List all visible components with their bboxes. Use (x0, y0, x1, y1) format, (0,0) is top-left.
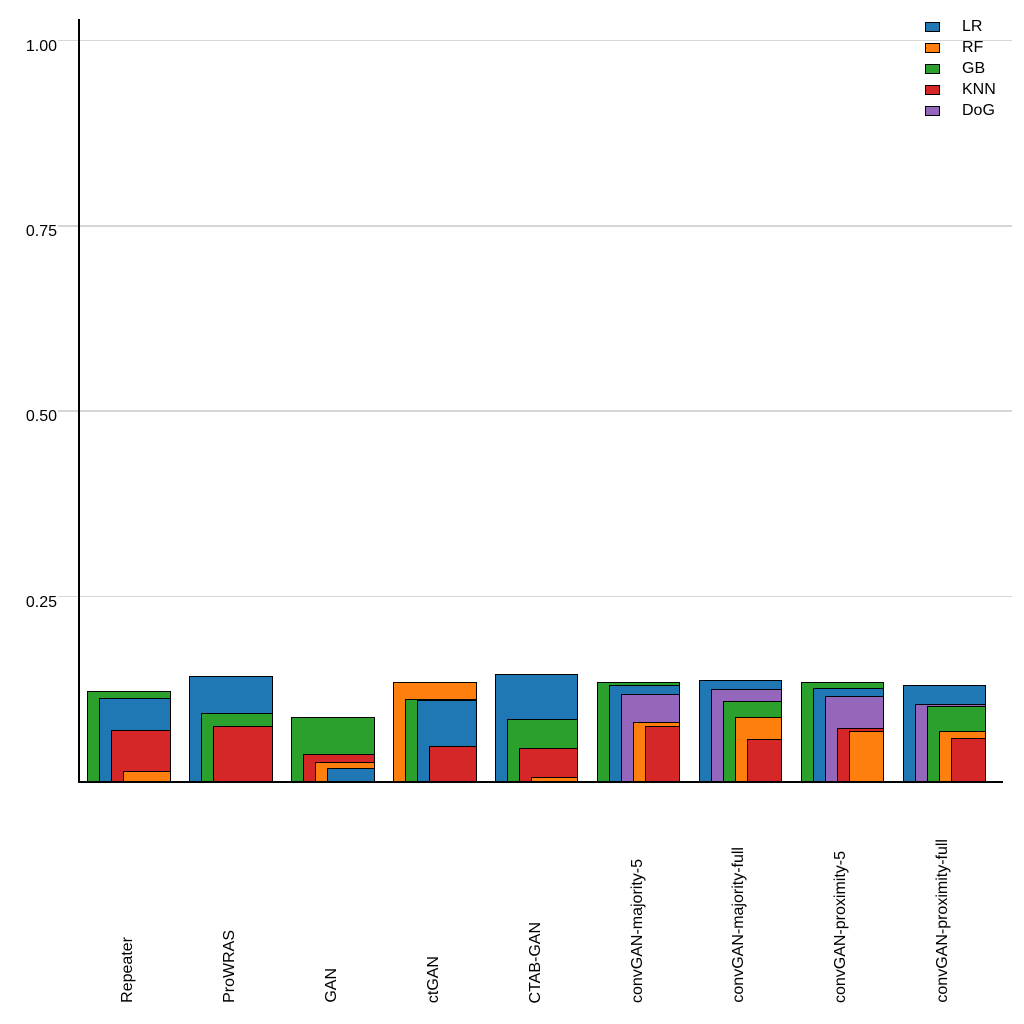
x-tick-label-ctGAN: ctGAN (424, 955, 442, 1003)
x-tick-label-convGAN-proximity-5: convGAN-proximity-5 (832, 850, 850, 1003)
x-tick-label-convGAN-proximity-full: convGAN-proximity-full (934, 839, 952, 1003)
bar-ctGAN-KNN (429, 746, 477, 783)
x-tick-label-GAN: GAN (322, 968, 340, 1003)
bar-convGAN-majority-full-KNN (746, 738, 783, 783)
y-axis-line (78, 19, 80, 783)
legend-swatch-icon (925, 63, 940, 74)
bar-convGAN-majority-5-KNN (644, 726, 681, 783)
gridline-1.00 (58, 39, 1012, 42)
gridline-0.25 (58, 595, 1012, 598)
y-tick-label: 0.25 (25, 593, 57, 611)
x-tick-label-CTAB-GAN: CTAB-GAN (526, 921, 544, 1003)
x-tick-label-ProWRAS: ProWRAS (220, 930, 238, 1003)
x-tick-label-Repeater: Repeater (119, 937, 137, 1003)
legend-label: LR (962, 18, 983, 35)
legend-label: GB (962, 60, 986, 77)
x-tick-label-convGAN-majority-full: convGAN-majority-full (730, 847, 748, 1003)
legend-label: DoG (962, 102, 995, 119)
gridline-0.50 (58, 410, 1012, 412)
legend: LR RF GB KNN DoG (925, 16, 996, 121)
legend-row-LR: LR (925, 16, 996, 37)
gridline-0.75 (58, 225, 1012, 227)
bar-convGAN-proximity-5-RF (848, 731, 885, 783)
legend-row-RF: RF (925, 37, 996, 58)
legend-row-GB: GB (925, 58, 996, 79)
legend-swatch-icon (925, 21, 940, 32)
legend-row-DoG: DoG (925, 100, 996, 121)
bar-Repeater-RF (123, 770, 171, 783)
legend-label: KNN (962, 81, 996, 98)
legend-row-KNN: KNN (925, 79, 996, 100)
legend-label: RF (962, 39, 984, 56)
legend-swatch-icon (925, 42, 940, 53)
legend-swatch-icon (925, 105, 940, 116)
bar-ProWRAS-KNN (213, 726, 273, 783)
bar-CTAB-GAN-RF (530, 776, 579, 783)
legend-swatch-icon (925, 84, 940, 95)
bar-convGAN-proximity-full-KNN (950, 738, 986, 783)
y-tick-label: 0.50 (25, 408, 57, 426)
x-tick-label-convGAN-majority-5: convGAN-majority-5 (628, 858, 646, 1003)
bar-GAN-LR (327, 768, 375, 783)
y-tick-label: 1.00 (25, 37, 57, 55)
y-tick-label: 0.75 (25, 223, 57, 241)
